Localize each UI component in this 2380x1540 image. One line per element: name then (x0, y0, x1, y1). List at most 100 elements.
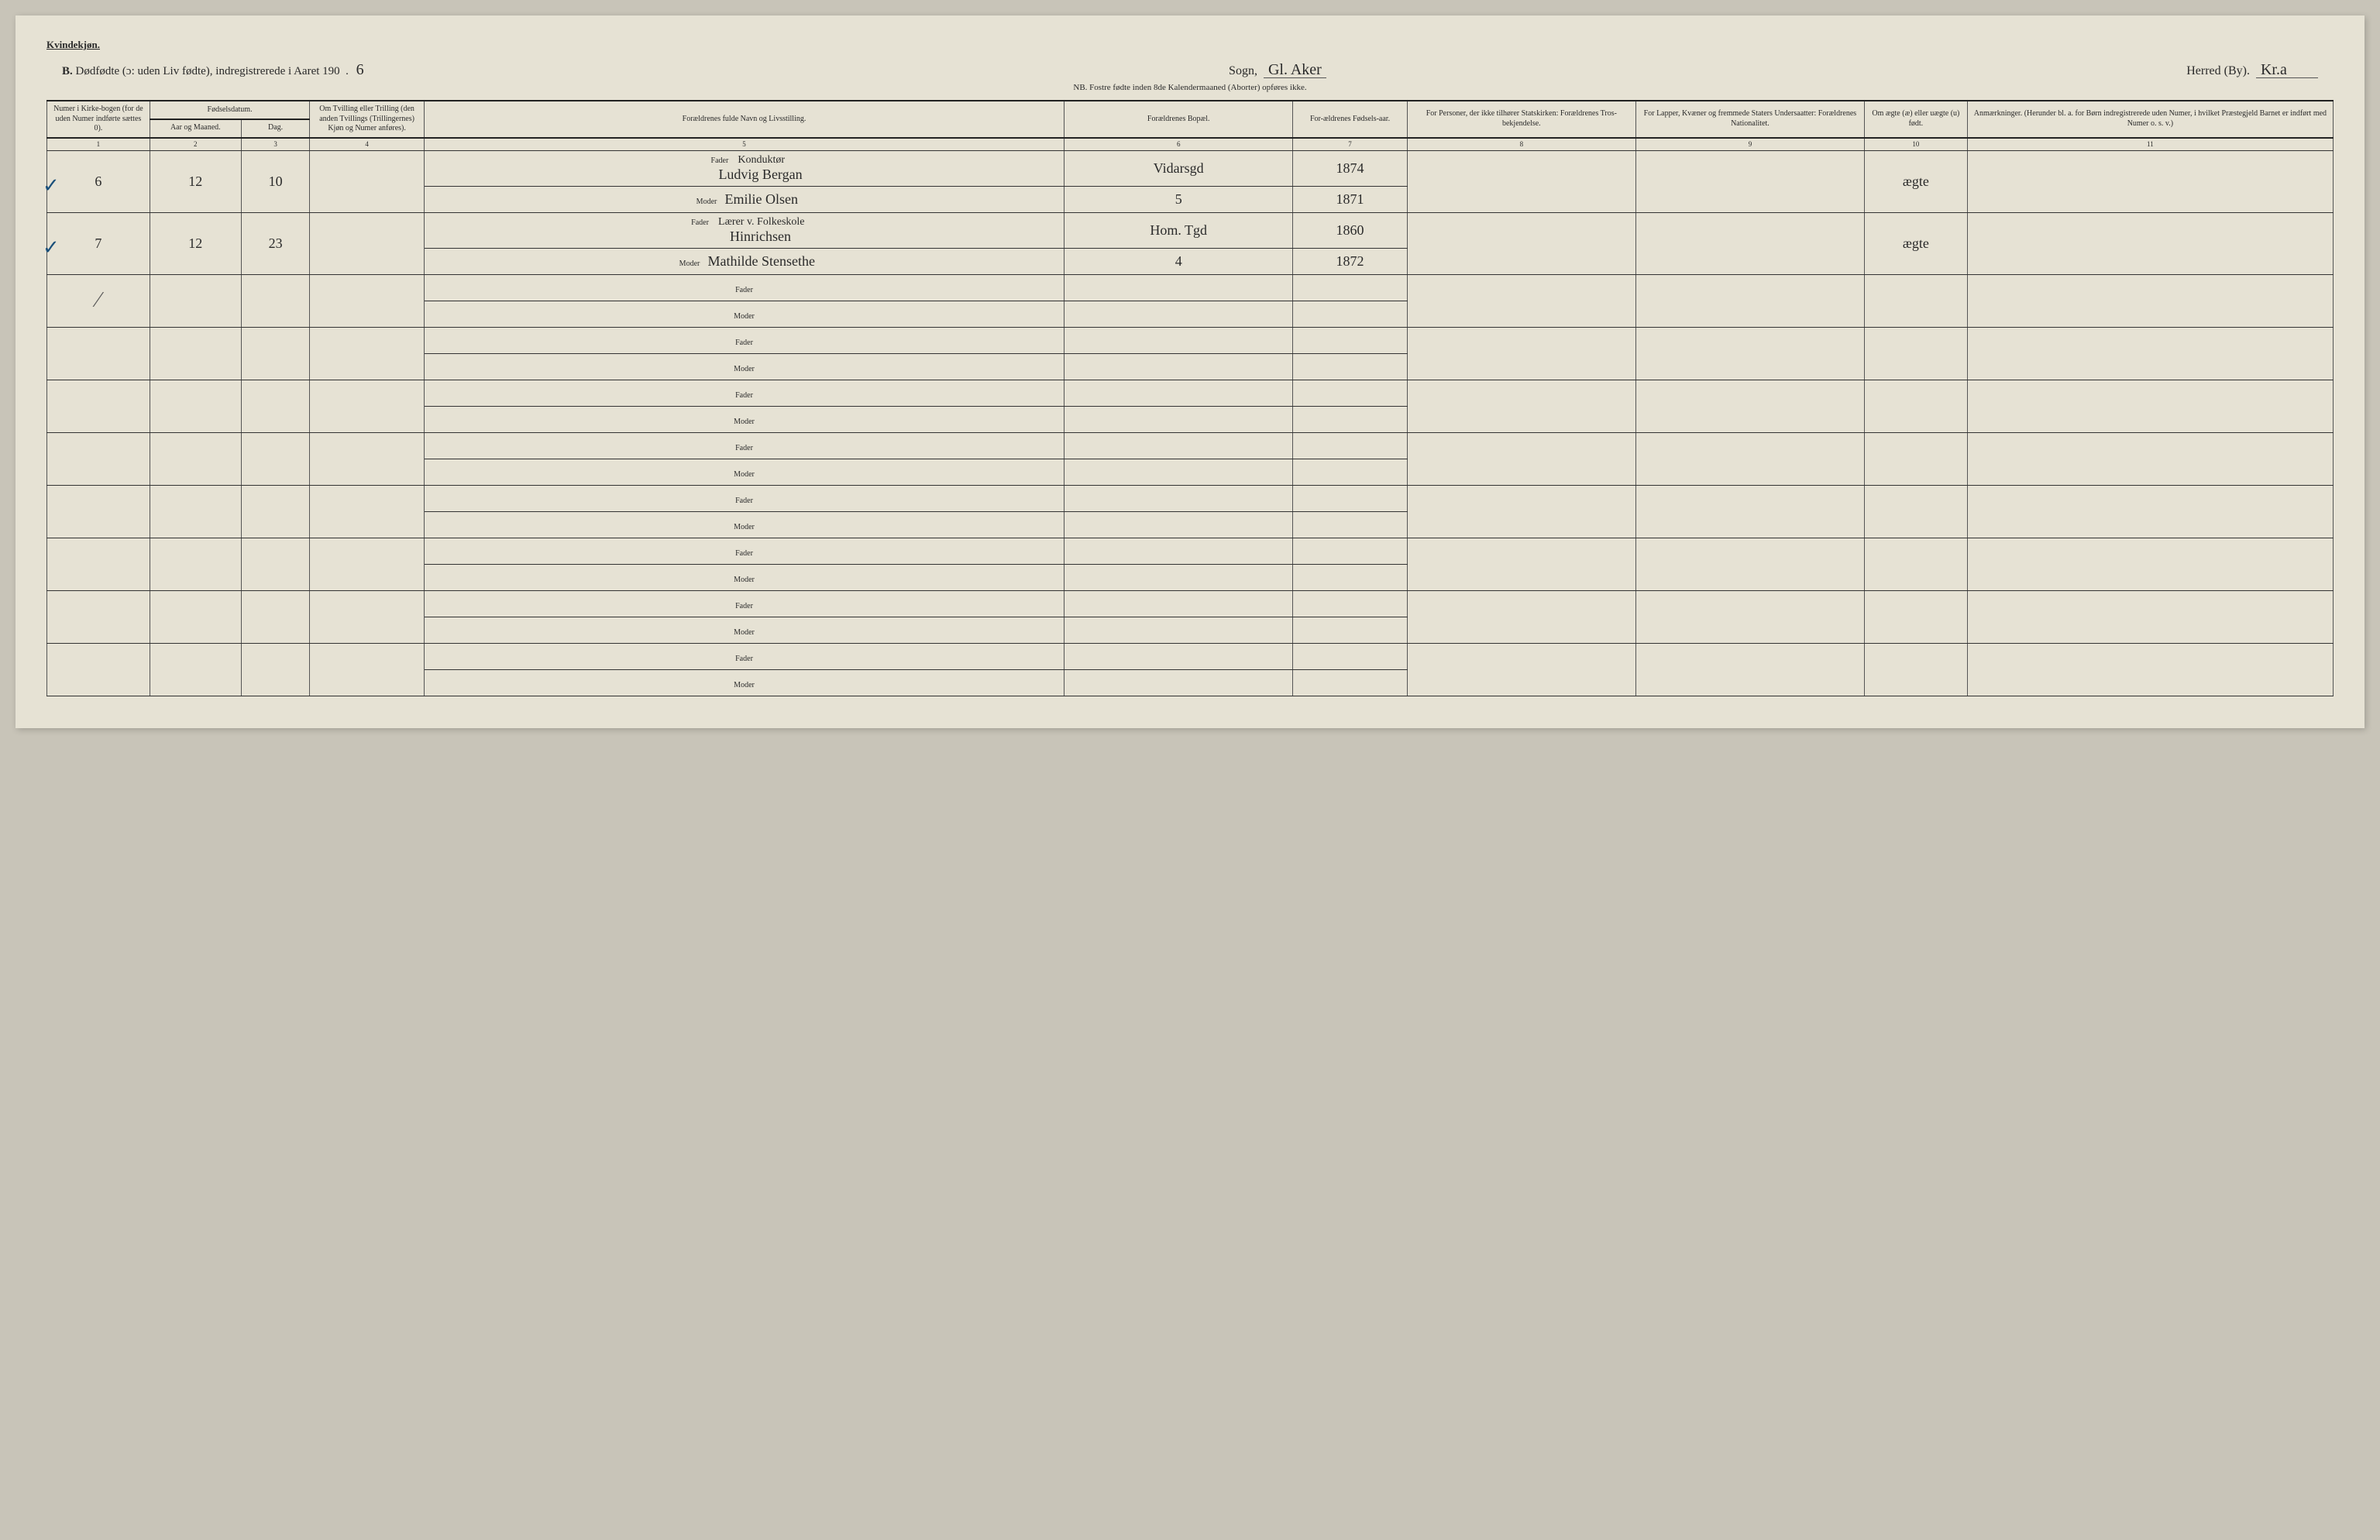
birth-day (241, 380, 310, 432)
colnum: 9 (1635, 138, 1864, 151)
father-residence (1064, 432, 1293, 459)
colnum: 11 (1967, 138, 2333, 151)
religion-cell (1407, 643, 1635, 696)
birth-month (150, 538, 241, 590)
mother-residence (1064, 669, 1293, 696)
legitimacy-cell (1864, 274, 1967, 327)
colnum: 6 (1064, 138, 1293, 151)
herred-field: Herred (By). Kr.a (2186, 62, 2318, 78)
birth-month: 12 (150, 212, 241, 274)
colnum: 8 (1407, 138, 1635, 151)
twin-cell (310, 327, 425, 380)
birth-day (241, 590, 310, 643)
remarks-cell (1967, 485, 2333, 538)
father-name-cell: Fader (424, 380, 1064, 406)
legitimacy-cell (1864, 432, 1967, 485)
colnum: 7 (1293, 138, 1408, 151)
mother-residence (1064, 617, 1293, 643)
birth-day (241, 538, 310, 590)
religion-cell (1407, 432, 1635, 485)
father-residence (1064, 590, 1293, 617)
twin-cell (310, 380, 425, 432)
table-row: ⁄Fader (47, 274, 2334, 301)
table-row: Fader (47, 432, 2334, 459)
birth-day (241, 643, 310, 696)
religion-cell (1407, 274, 1635, 327)
table-row: ✓61210Fader KonduktørLudvig BerganVidars… (47, 150, 2334, 186)
check-mark: ✓ (43, 235, 60, 260)
birth-day: 10 (241, 150, 310, 212)
birth-month (150, 485, 241, 538)
year-suffix: 6 (352, 62, 369, 77)
father-birthyear (1293, 643, 1408, 669)
col-header-8: For Personer, der ikke tilhører Statskir… (1407, 101, 1635, 138)
legitimacy-cell (1864, 643, 1967, 696)
nationality-cell (1635, 380, 1864, 432)
birth-day (241, 327, 310, 380)
father-residence (1064, 485, 1293, 511)
mother-name-cell: Moder Mathilde Stensethe (424, 248, 1064, 274)
father-residence (1064, 327, 1293, 353)
section-letter: B. (62, 65, 73, 77)
remarks-cell (1967, 590, 2333, 643)
legitimacy-cell (1864, 538, 1967, 590)
entry-number (47, 538, 150, 590)
birth-month (150, 432, 241, 485)
remarks-cell (1967, 643, 2333, 696)
remarks-cell (1967, 538, 2333, 590)
mother-birthyear (1293, 406, 1408, 432)
sogn-value: Gl. Aker (1264, 62, 1326, 78)
mother-residence (1064, 353, 1293, 380)
mother-birthyear (1293, 511, 1408, 538)
mother-birthyear (1293, 353, 1408, 380)
father-birthyear (1293, 327, 1408, 353)
birth-month (150, 380, 241, 432)
table-row: Fader (47, 380, 2334, 406)
check-mark: ✓ (43, 174, 60, 198)
mother-name-cell: Moder (424, 459, 1064, 485)
col-header-10: Om ægte (æ) eller uægte (u) født. (1864, 101, 1967, 138)
birth-month: 12 (150, 150, 241, 212)
remarks-cell (1967, 150, 2333, 212)
father-residence (1064, 538, 1293, 564)
nationality-cell (1635, 643, 1864, 696)
birth-month (150, 643, 241, 696)
father-birthyear (1293, 538, 1408, 564)
father-name-cell: Fader KonduktørLudvig Bergan (424, 150, 1064, 186)
religion-cell (1407, 212, 1635, 274)
twin-cell (310, 643, 425, 696)
twin-cell (310, 432, 425, 485)
father-birthyear (1293, 590, 1408, 617)
mother-name-cell: Moder (424, 353, 1064, 380)
colnum: 5 (424, 138, 1064, 151)
twin-cell (310, 274, 425, 327)
entry-number (47, 643, 150, 696)
col-header-2b: Dag. (241, 119, 310, 138)
entry-number (47, 327, 150, 380)
father-name-cell: Fader (424, 327, 1064, 353)
father-birthyear (1293, 432, 1408, 459)
herred-label: Herred (By). (2186, 64, 2250, 78)
twin-cell (310, 150, 425, 212)
col-header-2a: Aar og Maaned. (150, 119, 241, 138)
mother-residence (1064, 459, 1293, 485)
birth-day (241, 485, 310, 538)
entry-number: ⁄ (47, 274, 150, 327)
father-birthyear (1293, 485, 1408, 511)
father-birthyear: 1874 (1293, 150, 1408, 186)
father-birthyear (1293, 380, 1408, 406)
twin-cell (310, 485, 425, 538)
mother-name-cell: Moder (424, 617, 1064, 643)
mother-birthyear: 1871 (1293, 186, 1408, 212)
form-title: B. Dødfødte (ɔ: uden Liv fødte), indregi… (62, 62, 369, 78)
legitimacy-cell (1864, 327, 1967, 380)
entry-number (47, 380, 150, 432)
mother-residence: 5 (1064, 186, 1293, 212)
colnum: 4 (310, 138, 425, 151)
colnum: 2 (150, 138, 241, 151)
col-header-5: Forældrenes fulde Navn og Livsstilling. (424, 101, 1064, 138)
mother-birthyear (1293, 459, 1408, 485)
table-row: Fader (47, 538, 2334, 564)
birth-month (150, 274, 241, 327)
legitimacy-cell: ægte (1864, 150, 1967, 212)
